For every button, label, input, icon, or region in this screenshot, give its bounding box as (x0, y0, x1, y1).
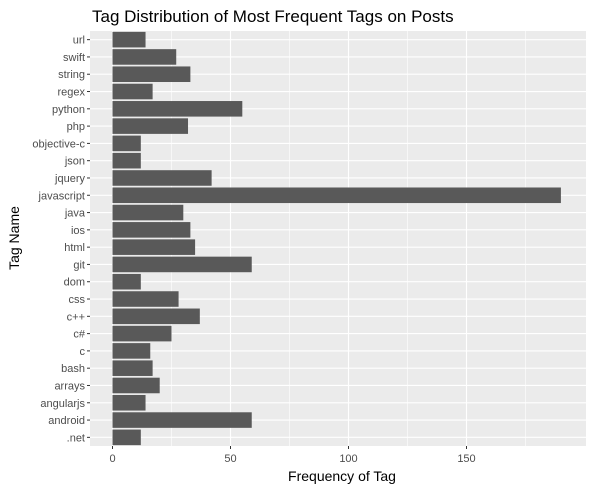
bar-.net (112, 429, 141, 446)
y-tick-label: css (69, 294, 86, 306)
bar-android (112, 412, 252, 428)
y-tick-label: python (52, 104, 85, 116)
bar-git (112, 256, 252, 273)
bar-swift (112, 49, 177, 65)
bar-angularjs (112, 394, 146, 411)
y-tick-label: json (64, 156, 85, 168)
y-tick-label: objective-c (32, 138, 85, 150)
plot-panel (90, 31, 586, 446)
y-tick-label: ios (71, 225, 86, 237)
bar-css (112, 291, 179, 307)
bar-ios (112, 222, 191, 238)
x-tick-label: 0 (109, 453, 115, 465)
y-tick-label: php (67, 121, 85, 133)
bar-url (112, 31, 146, 48)
y-axis-title: Tag Name (6, 206, 22, 270)
x-axis-title: Frequency of Tag (288, 468, 396, 484)
y-tick-label: .net (67, 432, 85, 444)
bar-objective-c (112, 135, 141, 152)
bar-c (112, 343, 151, 359)
bar-python (112, 101, 243, 117)
bar-regex (112, 83, 153, 100)
y-tick-label: string (58, 69, 85, 81)
bar-c# (112, 325, 172, 342)
bar-json (112, 152, 141, 169)
bar-php (112, 118, 189, 134)
bar-arrays (112, 377, 160, 394)
y-tick-label: angularjs (40, 398, 85, 410)
y-tick-label: regex (57, 87, 85, 99)
y-tick-label: arrays (54, 380, 85, 392)
chart-title: Tag Distribution of Most Frequent Tags o… (92, 7, 454, 26)
y-tick-label: bash (61, 363, 85, 375)
bar-jquery (112, 170, 212, 186)
y-tick-label: git (73, 259, 85, 271)
bar-java (112, 204, 184, 221)
x-tick-label: 50 (224, 453, 236, 465)
bar-c++ (112, 308, 200, 325)
bar-string (112, 66, 191, 83)
y-tick-label: c (80, 346, 86, 358)
y-tick-label: javascript (38, 190, 85, 202)
x-tick-label: 150 (457, 453, 475, 465)
y-tick-label: dom (64, 277, 85, 289)
bar-html (112, 239, 196, 255)
bar-bash (112, 360, 153, 376)
x-axis-ticks: 0 50 100 150 (109, 446, 476, 465)
y-tick-label: c# (73, 329, 86, 341)
bars (112, 31, 561, 446)
y-tick-label: c++ (67, 311, 85, 323)
y-tick-label: url (73, 35, 85, 47)
y-tick-label: android (48, 415, 85, 427)
bar-dom (112, 273, 141, 290)
y-tick-label: java (64, 208, 86, 220)
y-tick-label: jquery (54, 173, 85, 185)
y-tick-label: html (64, 242, 85, 254)
y-tick-label: swift (63, 52, 85, 64)
bar-javascript (112, 187, 561, 204)
x-tick-label: 100 (339, 453, 357, 465)
y-axis-ticks: .net android angularjs arrays bash c c# c++ css d… (32, 35, 90, 444)
